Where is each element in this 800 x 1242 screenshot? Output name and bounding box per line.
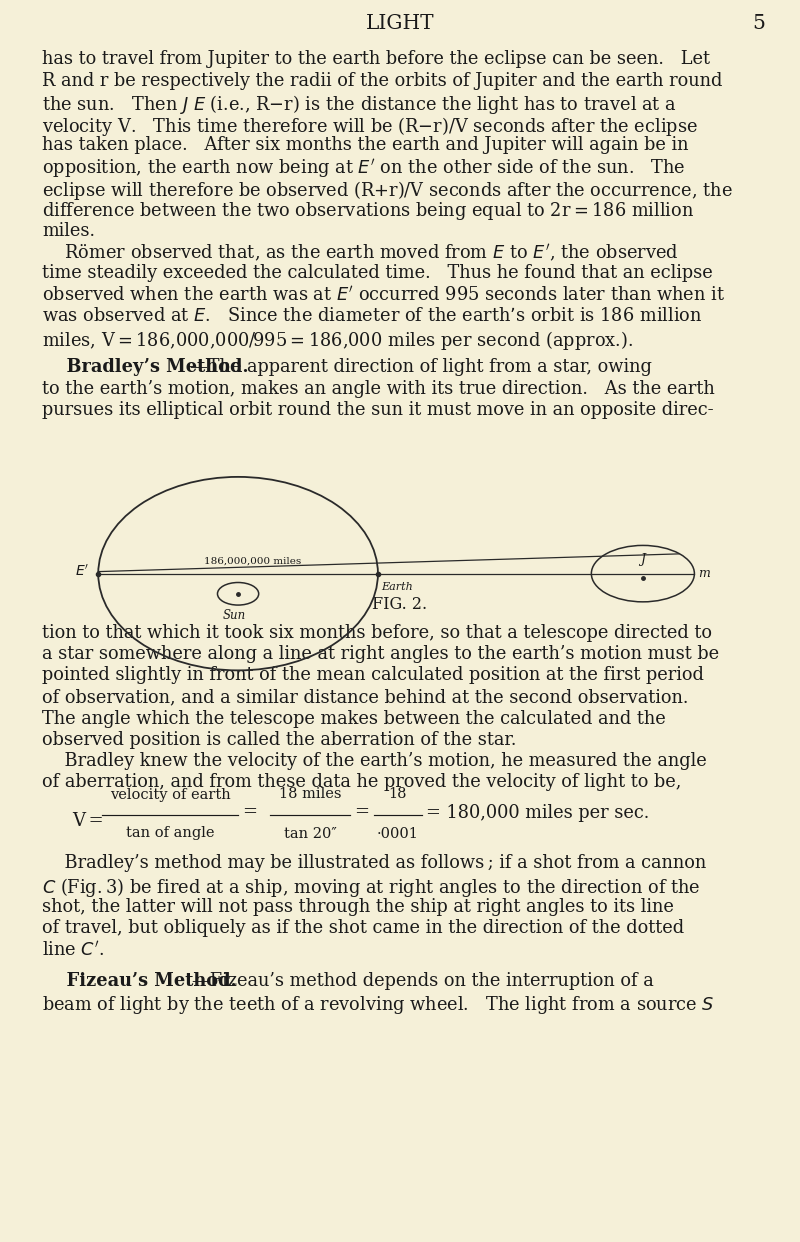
Text: time steadily exceeded the calculated time.   Thus he found that an eclipse: time steadily exceeded the calculated ti… [42,265,713,282]
Text: miles, V$=$186,000,000/995$=$186,000 miles per second (approx.).: miles, V$=$186,000,000/995$=$186,000 mil… [42,328,633,351]
Text: $E'$: $E'$ [75,564,90,579]
Text: Bradley’s method may be illustrated as follows ; if a shot from a cannon: Bradley’s method may be illustrated as f… [42,854,706,872]
Text: 5: 5 [752,14,765,34]
Text: m: m [698,568,710,580]
Text: Römer observed that, as the earth moved from $E$ to $E'$, the observed: Römer observed that, as the earth moved … [42,242,678,263]
Text: LIGHT: LIGHT [366,14,434,34]
Text: ·0001: ·0001 [377,826,419,841]
Text: $C$ (Fig. 3) be fired at a ship, moving at right angles to the direction of the: $C$ (Fig. 3) be fired at a ship, moving … [42,876,701,899]
Text: observed position is called the aberration of the star.: observed position is called the aberrati… [42,732,516,749]
Text: observed when the earth was at $E'$ occurred 995 seconds later than when it: observed when the earth was at $E'$ occu… [42,286,725,304]
Text: beam of light by the teeth of a revolving wheel.   The light from a source $S$: beam of light by the teeth of a revolvin… [42,994,714,1016]
Text: Fizeau’s Method.: Fizeau’s Method. [42,972,237,990]
Text: has taken place.   After six months the earth and Jupiter will again be in: has taken place. After six months the ea… [42,137,689,154]
Text: velocity V.   This time therefore will be (R$-$r)/V seconds after the eclipse: velocity V. This time therefore will be … [42,114,698,138]
Text: pointed slightly in front of the mean calculated position at the first period: pointed slightly in front of the mean ca… [42,667,704,684]
Text: Bradley’s Method.: Bradley’s Method. [42,358,249,376]
Text: was observed at $E$.   Since the diameter of the earth’s orbit is 186 million: was observed at $E$. Since the diameter … [42,307,702,325]
Text: of aberration, and from these data he proved the velocity of light to be,: of aberration, and from these data he pr… [42,773,682,791]
Text: =: = [242,804,257,821]
Text: the sun.   Then $J\ E$ (i.e., R$-$r) is the distance the light has to travel at : the sun. Then $J\ E$ (i.e., R$-$r) is th… [42,93,677,116]
Text: V =: V = [72,812,104,831]
Text: line $C'$.: line $C'$. [42,940,104,960]
Text: tion to that which it took six months before, so that a telescope directed to: tion to that which it took six months be… [42,623,712,642]
Text: of observation, and a similar distance behind at the second observation.: of observation, and a similar distance b… [42,688,688,705]
Text: FIG. 2.: FIG. 2. [373,596,427,614]
Text: of travel, but obliquely as if the shot came in the direction of the dotted: of travel, but obliquely as if the shot … [42,919,684,936]
Text: difference between the two observations being equal to 2r$=$186 million: difference between the two observations … [42,200,694,222]
Text: 18: 18 [389,787,407,801]
Text: shot, the latter will not pass through the ship at right angles to its line: shot, the latter will not pass through t… [42,898,674,915]
Text: =: = [354,804,369,821]
Text: R and r be respectively the radii of the orbits of Jupiter and the earth round: R and r be respectively the radii of the… [42,72,722,89]
Text: = 180,000 miles per sec.: = 180,000 miles per sec. [426,804,650,821]
Text: 18 miles: 18 miles [278,787,342,801]
Text: The angle which the telescope makes between the calculated and the: The angle which the telescope makes betw… [42,709,666,728]
Text: tan of angle: tan of angle [126,826,214,841]
Text: miles.: miles. [42,222,95,240]
Text: pursues its elliptical orbit round the sun it must move in an opposite direc-: pursues its elliptical orbit round the s… [42,401,714,419]
Text: J: J [640,553,646,566]
Text: 186,000,000 miles: 186,000,000 miles [204,556,302,565]
Text: —The apparent direction of light from a star, owing: —The apparent direction of light from a … [190,358,652,376]
Text: velocity of earth: velocity of earth [110,787,230,801]
Text: has to travel from Jupiter to the earth before the eclipse can be seen.   Let: has to travel from Jupiter to the earth … [42,50,710,68]
Text: Bradley knew the velocity of the earth’s motion, he measured the angle: Bradley knew the velocity of the earth’s… [42,751,706,770]
Text: eclipse will therefore be observed (R$+$r)/V seconds after the occurrence, the: eclipse will therefore be observed (R$+$… [42,179,733,202]
Text: to the earth’s motion, makes an angle with its true direction.   As the earth: to the earth’s motion, makes an angle wi… [42,380,714,397]
Text: —Fizeau’s method depends on the interruption of a: —Fizeau’s method depends on the interrup… [192,972,654,990]
Text: tan 20″: tan 20″ [283,826,337,841]
Text: opposition, the earth now being at $E'$ on the other side of the sun.   The: opposition, the earth now being at $E'$ … [42,158,686,180]
Text: Sun: Sun [222,609,246,622]
Text: a star somewhere along a line at right angles to the earth’s motion must be: a star somewhere along a line at right a… [42,645,719,663]
Text: Earth: Earth [382,581,414,591]
